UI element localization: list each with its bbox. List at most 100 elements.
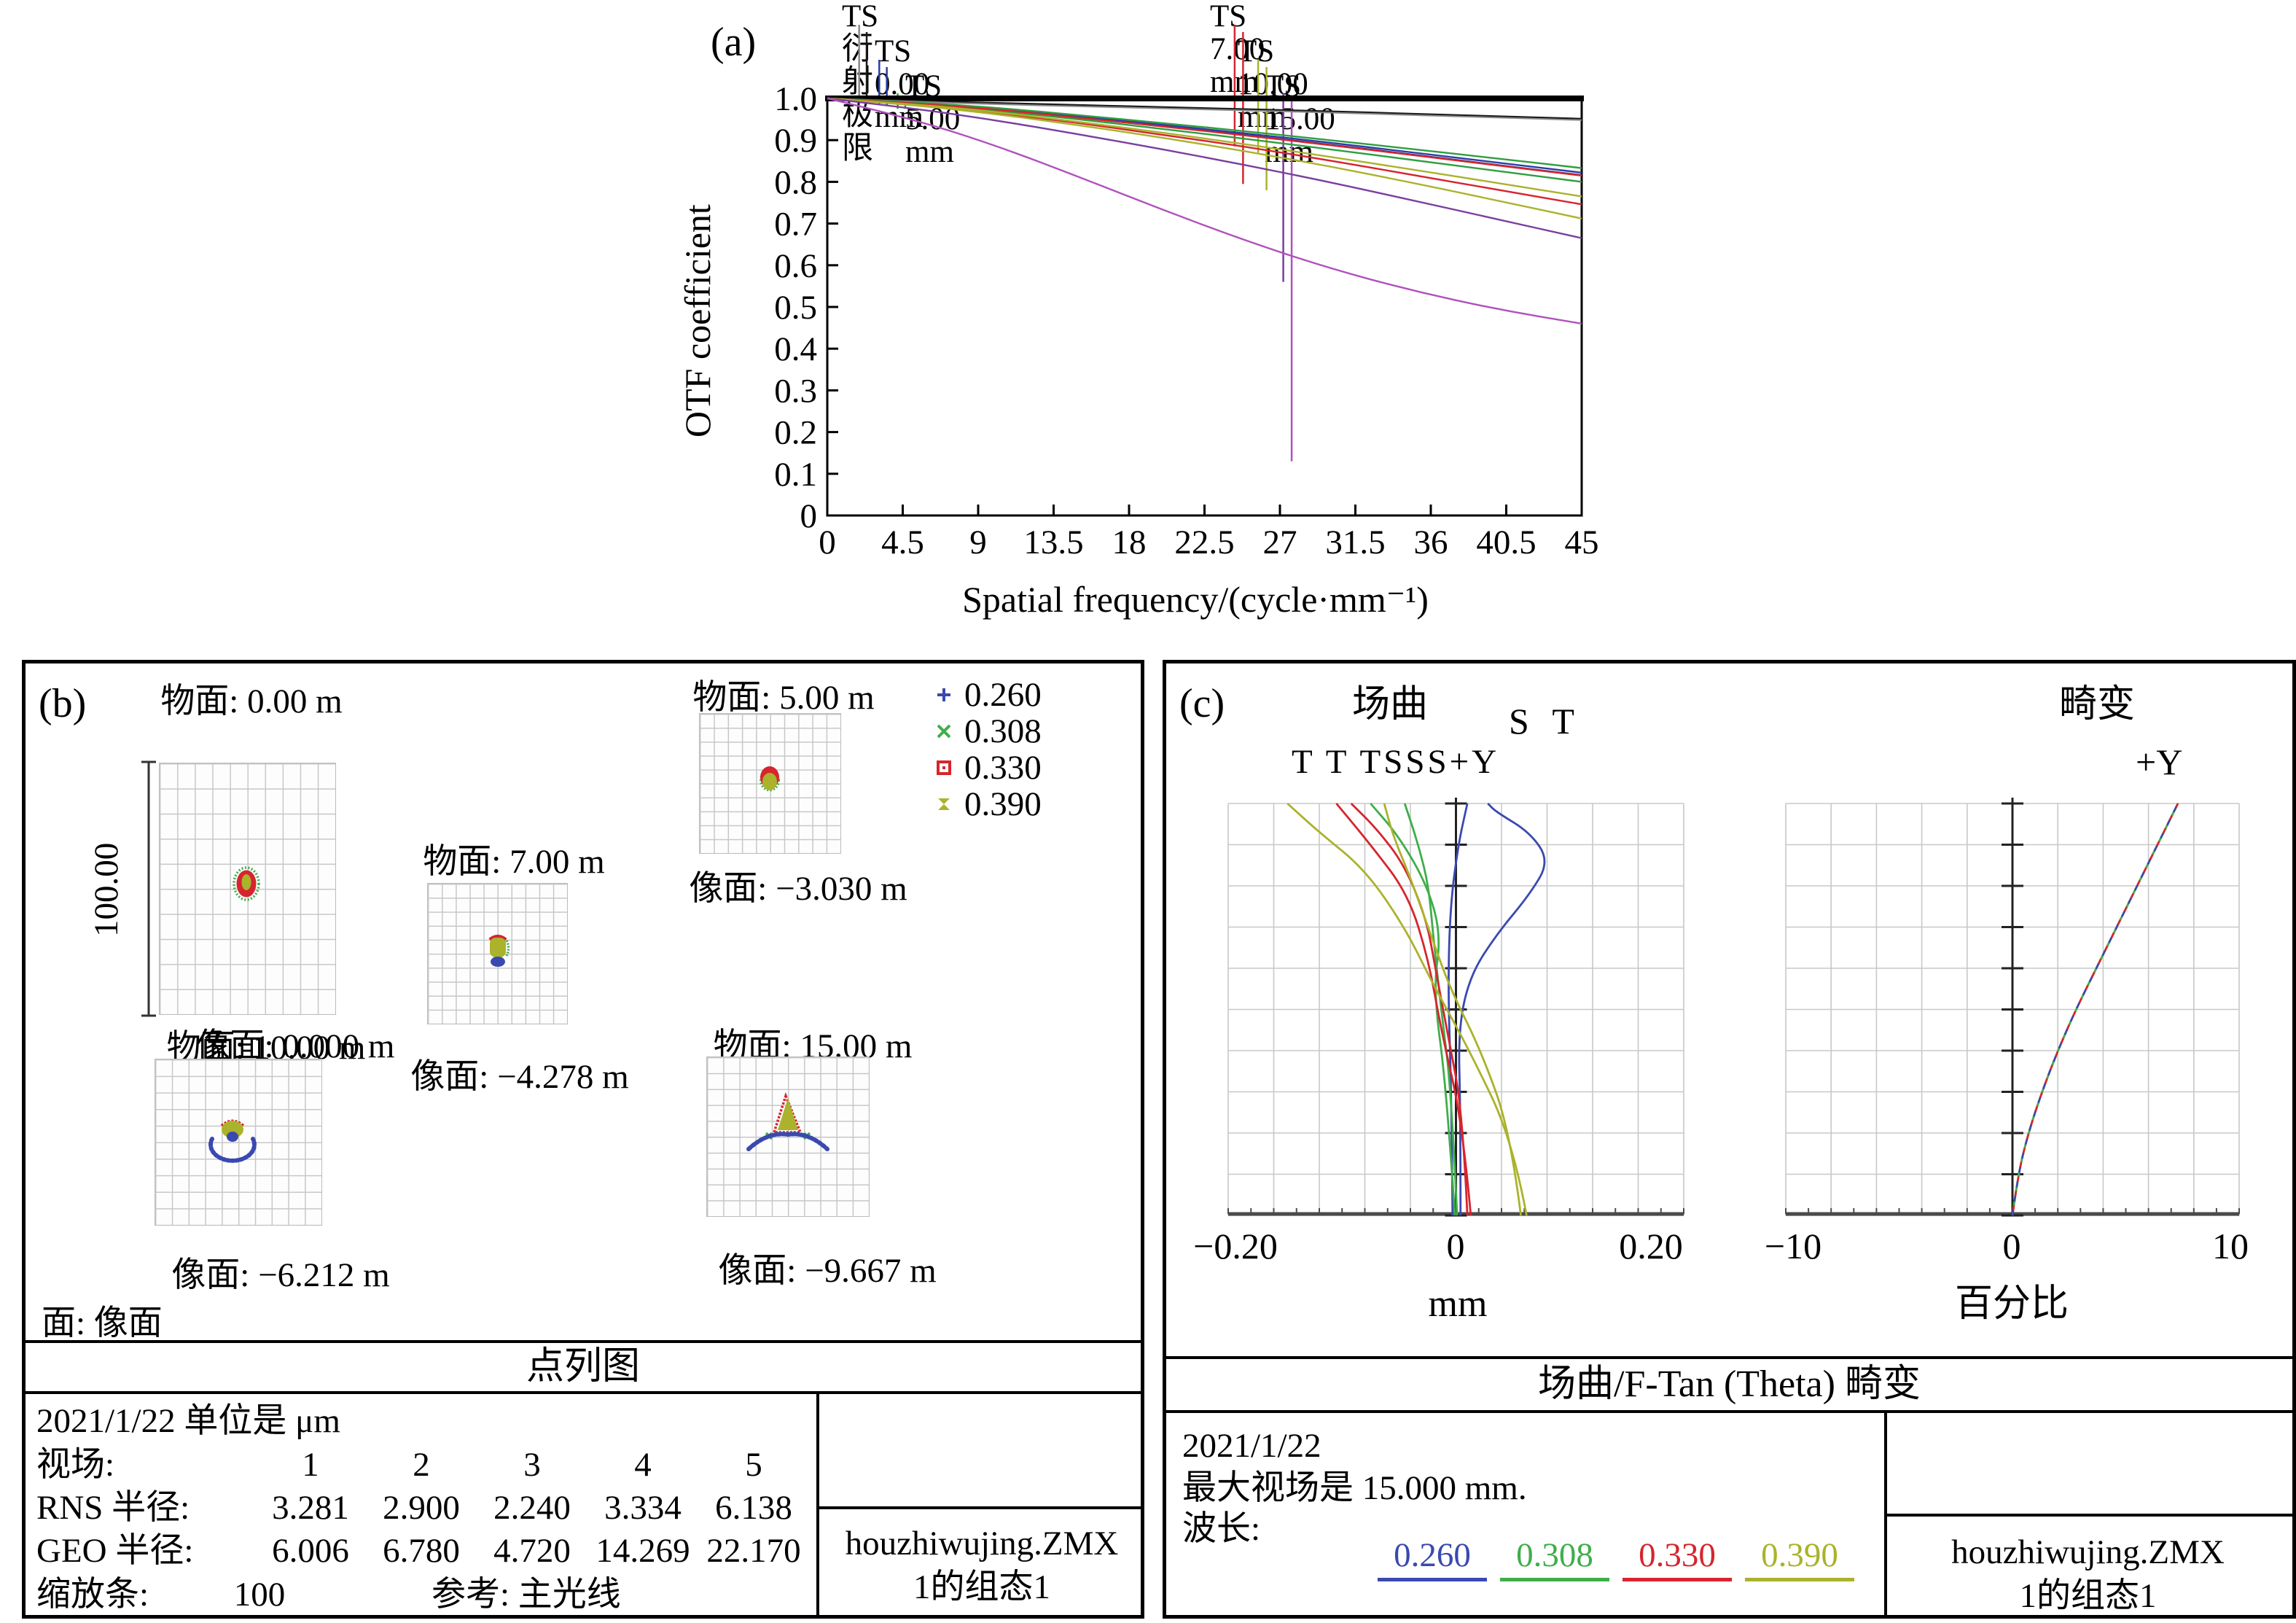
zmx-cell-divider bbox=[816, 1506, 1144, 1509]
spot5-image-plane: 像面: −9.667 m bbox=[718, 1252, 937, 1290]
spot3-spot bbox=[488, 935, 510, 967]
legend-item: 0.260 bbox=[935, 675, 1042, 714]
legend-item: 0.390 bbox=[935, 785, 1042, 823]
spot3-grid bbox=[427, 883, 568, 1024]
bowtie-marker-icon bbox=[935, 795, 964, 813]
zoom-label: 缩放条: bbox=[36, 1576, 149, 1614]
zmx-config: 1的组态1 bbox=[2019, 1577, 2157, 1615]
svg-text:0.7: 0.7 bbox=[774, 206, 817, 244]
rms-2: 2.900 bbox=[383, 1489, 460, 1527]
wavelength-value: 0.260 bbox=[964, 675, 1042, 714]
legend-ts-diffraction: TS 衍射极限 bbox=[842, 0, 879, 166]
spot4-grid bbox=[155, 1059, 322, 1226]
wavelength-value: 0.260 bbox=[1378, 1536, 1487, 1582]
info-geo-row: GEO 半径: 6.006 6.780 4.720 14.269 22.170 bbox=[36, 1531, 809, 1571]
mtf-plot: 0 4.5 9 13.5 18 22.5 27 31.5 36 40.5 45 00.1 0.2 0.3 0… bbox=[774, 25, 1599, 561]
dist-x-axis-label: 百分比 bbox=[1954, 1283, 2069, 1325]
svg-text:0.4: 0.4 bbox=[774, 330, 817, 368]
wavelength-value: 0.330 bbox=[964, 748, 1042, 787]
fc-tick-zero: 0 bbox=[1446, 1226, 1465, 1266]
field-4: 4 bbox=[634, 1446, 652, 1484]
spot2-object-plane: 物面: 5.00 m bbox=[692, 679, 875, 717]
fc-st-label: S T bbox=[1509, 701, 1582, 742]
svg-text:31.5: 31.5 bbox=[1325, 524, 1385, 561]
dist-axis-label: +Y bbox=[2136, 742, 2183, 782]
svg-text:0.3: 0.3 bbox=[774, 372, 817, 410]
spot2-image-plane: 像面: −3.030 m bbox=[689, 870, 907, 908]
panel-b: (b) 物面: 0.00 m 100.00 像面: 0.000 m 物面: 5.… bbox=[22, 660, 1144, 1619]
wavelength-value: 0.330 bbox=[1623, 1536, 1732, 1582]
reference-text: 参考: 主光线 bbox=[432, 1576, 621, 1614]
svg-text:0.6: 0.6 bbox=[774, 247, 817, 285]
info-field-row: 视场: 1 2 3 4 5 bbox=[36, 1445, 809, 1484]
spot1-object-plane: 物面: 0.00 m bbox=[160, 682, 343, 720]
mtf-y-axis-label: OTF coefficient bbox=[677, 204, 718, 437]
wavelength-value: 0.308 bbox=[964, 712, 1042, 750]
panel-c-label: (c) bbox=[1179, 681, 1225, 726]
geo-4: 14.269 bbox=[596, 1532, 690, 1570]
svg-text:1.0: 1.0 bbox=[774, 80, 817, 118]
spot1-spot bbox=[233, 866, 260, 901]
field-curvature-plot bbox=[1227, 798, 1684, 1217]
panel-a-label: (a) bbox=[711, 20, 757, 65]
panel-c: (c) 场曲 S T T T TSSS+Y −0.20 0 0.20 mm 畸变… bbox=[1163, 660, 2296, 1619]
spot-section-title: 点列图 bbox=[26, 1340, 1141, 1394]
svg-text:0: 0 bbox=[800, 497, 818, 535]
spot1-scale-label: 100.00 bbox=[87, 842, 125, 937]
surface-note: 面: 像面 bbox=[42, 1304, 163, 1342]
field-5: 5 bbox=[745, 1446, 762, 1484]
fc-tick-min: −0.20 bbox=[1193, 1226, 1278, 1266]
info-date-units: 2021/1/22 单位是 μm bbox=[36, 1401, 340, 1441]
dist-tick-zero: 0 bbox=[2002, 1226, 2021, 1266]
x-marker-icon bbox=[935, 723, 964, 740]
wavelength-value: 0.390 bbox=[964, 785, 1042, 823]
panel-b-label: (b) bbox=[39, 681, 87, 726]
zmx-cell-divider bbox=[1884, 1514, 2292, 1517]
square-marker-icon bbox=[935, 759, 964, 777]
plus-marker-icon bbox=[935, 686, 964, 704]
spot2-spot bbox=[760, 766, 780, 792]
svg-text:0.8: 0.8 bbox=[774, 163, 817, 201]
info-rms-row: RNS 半径: 3.281 2.900 2.240 3.334 6.138 bbox=[36, 1488, 809, 1527]
geo-2: 6.780 bbox=[383, 1532, 460, 1570]
svg-text:36: 36 bbox=[1414, 524, 1448, 561]
svg-text:13.5: 13.5 bbox=[1023, 524, 1083, 561]
field-3: 3 bbox=[523, 1446, 541, 1484]
spot1-scale-bar bbox=[141, 760, 156, 1017]
fc-wavelength-legend: 0.260 0.308 0.330 0.390 bbox=[1378, 1536, 1864, 1582]
spot5-spot bbox=[746, 1091, 829, 1151]
rms-label: RNS 半径: bbox=[36, 1489, 190, 1527]
svg-text:22.5: 22.5 bbox=[1174, 524, 1234, 561]
svg-text:40.5: 40.5 bbox=[1476, 524, 1536, 561]
distortion-plot bbox=[1785, 798, 2240, 1217]
field-label: 视场: bbox=[36, 1446, 115, 1484]
svg-text:0: 0 bbox=[819, 524, 836, 561]
legend-item: 0.308 bbox=[935, 712, 1042, 750]
geo-label: GEO 半径: bbox=[36, 1532, 194, 1570]
zmx-file-name: houzhiwujing.ZMX bbox=[845, 1525, 1119, 1562]
spot3-image-plane: 像面: −4.278 m bbox=[410, 1058, 629, 1096]
legend-ts-10mm: TS 10.00 mm bbox=[1238, 34, 1308, 135]
fc-curve-labels: T T TSSS+Y bbox=[1292, 743, 1500, 781]
fc-title: 场曲 bbox=[1352, 684, 1429, 725]
field-1: 1 bbox=[302, 1446, 319, 1484]
dist-tick-min: −10 bbox=[1764, 1226, 1822, 1266]
geo-3: 4.720 bbox=[493, 1532, 571, 1570]
dist-title: 畸变 bbox=[2059, 684, 2136, 725]
rms-5: 6.138 bbox=[715, 1489, 792, 1527]
rms-4: 3.334 bbox=[604, 1489, 682, 1527]
date-units-text: 2021/1/22 单位是 μm bbox=[36, 1402, 340, 1440]
rms-3: 2.240 bbox=[493, 1489, 571, 1527]
svg-text:0.1: 0.1 bbox=[774, 456, 817, 494]
svg-text:27: 27 bbox=[1263, 524, 1297, 561]
fc-dist-section-title: 场曲/F-Tan (Theta) 畸变 bbox=[1166, 1356, 2292, 1413]
legend-ts-5mm: TS 5.00 mm bbox=[905, 69, 961, 170]
spot-wavelength-legend: 0.260 0.308 0.330 0.390 bbox=[935, 675, 1042, 823]
fc-info-max-field: 最大视场是 15.000 mm. bbox=[1182, 1469, 1527, 1507]
fc-info-wl-label: 波长: bbox=[1182, 1510, 1261, 1548]
svg-text:18: 18 bbox=[1112, 524, 1147, 561]
info-zoom-row: 缩放条: 100 参考: 主光线 bbox=[36, 1575, 621, 1614]
spot4-spot bbox=[208, 1119, 257, 1163]
dist-tick-max: 10 bbox=[2212, 1226, 2249, 1266]
